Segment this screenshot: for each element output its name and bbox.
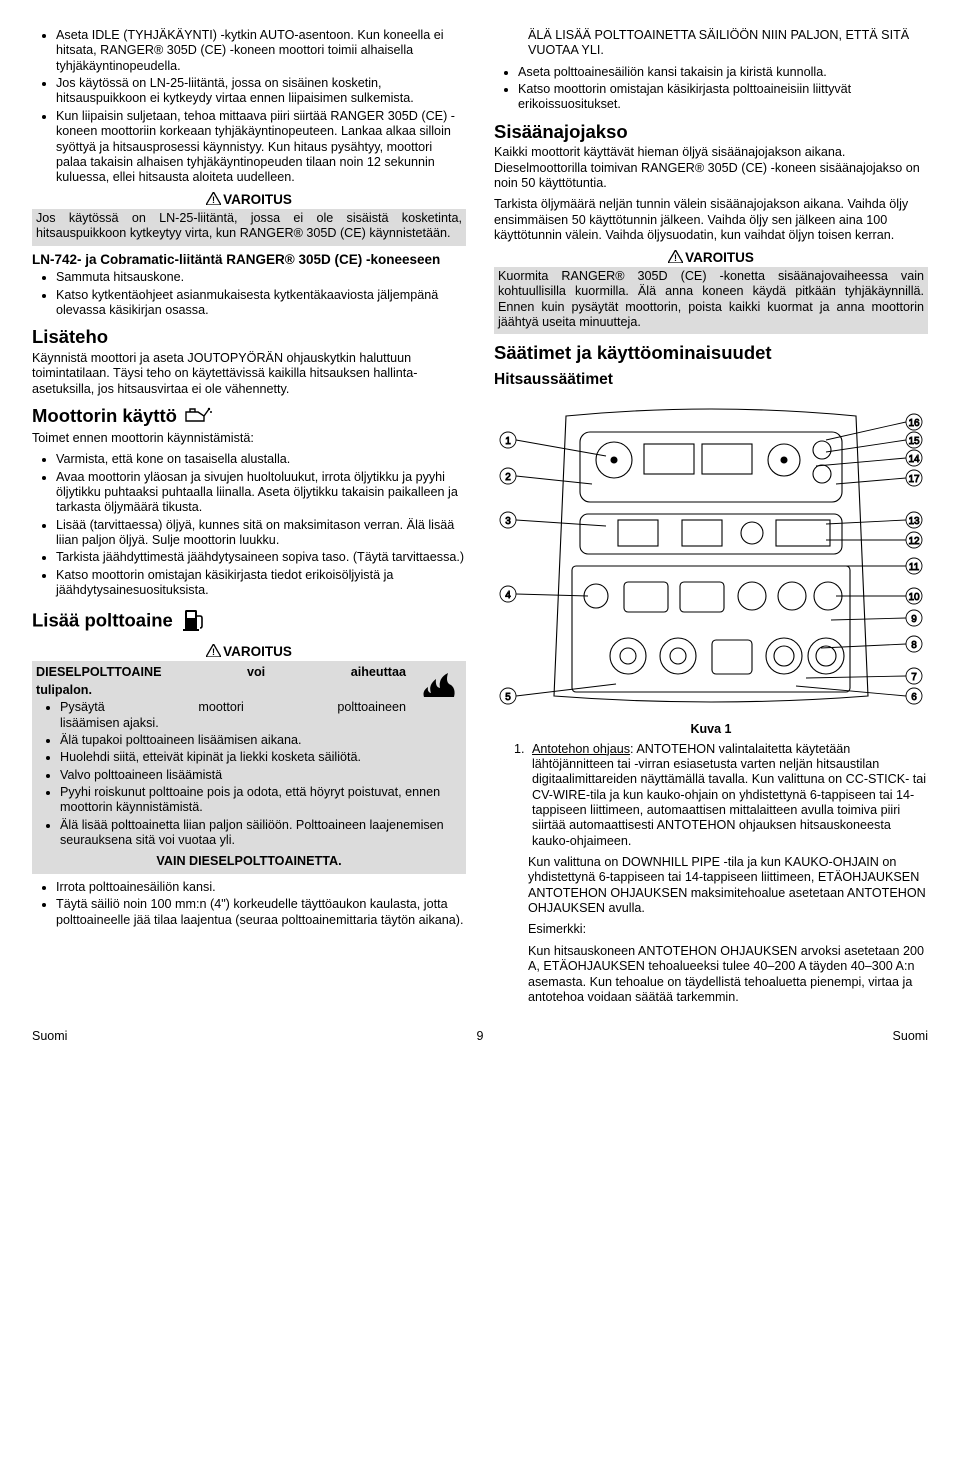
list-item: Tarkista jäähdyttimestä jäähdytysaineen … xyxy=(56,550,466,565)
heading-hitsaus: Hitsaussäätimet xyxy=(494,371,928,390)
left-column: Aseta IDLE (TYHJÄKÄYNTI) -kytkin AUTO-as… xyxy=(32,26,466,1011)
list-item: Avaa moottorin yläosan ja sivujen huolto… xyxy=(56,470,466,516)
svg-text:6: 6 xyxy=(911,692,917,703)
svg-text:12: 12 xyxy=(908,536,920,547)
bullets-5: Irrota polttoainesäiliön kansi. Täytä sä… xyxy=(32,880,466,928)
svg-text:7: 7 xyxy=(911,672,917,683)
fire-icon xyxy=(418,663,460,703)
list-item: Älä lisää polttoainetta liian paljon säi… xyxy=(60,818,462,849)
p-esimerkki-heading: Esimerkki: xyxy=(528,922,928,937)
warning-box-2: DIESELPOLTTOAINEvoiaiheuttaa tulipalon. … xyxy=(32,661,466,873)
svg-text:3: 3 xyxy=(505,516,511,527)
svg-text:!: ! xyxy=(212,195,215,205)
footer-right: Suomi xyxy=(893,1029,928,1044)
p-kun-valittuna: Kun valittuna on DOWNHILL PIPE -tila ja … xyxy=(528,855,928,916)
heading-lisateho: Lisäteho xyxy=(32,326,466,349)
right-column: ÄLÄ LISÄÄ POLTTOAINETTA SÄILIÖÖN NIIN PA… xyxy=(494,26,928,1011)
heading-ln742: LN-742- ja Cobramatic-liitäntä RANGER® 3… xyxy=(32,252,466,268)
svg-text:10: 10 xyxy=(908,592,920,603)
list-item: Aseta IDLE (TYHJÄKÄYNTI) -kytkin AUTO-as… xyxy=(56,28,466,74)
list-item: Pyyhi roiskunut polttoaine pois ja odota… xyxy=(60,785,462,816)
heading-saatimet: Säätimet ja käyttöominaisuudet xyxy=(494,342,928,365)
svg-text:14: 14 xyxy=(908,454,920,465)
list-item: Aseta polttoainesäiliön kansi takaisin j… xyxy=(518,65,928,80)
list-item: Kun liipaisin suljetaan, tehoa mittaava … xyxy=(56,109,466,186)
list-item: Katso kytkentäohjeet asianmukaisesta kyt… xyxy=(56,288,466,319)
svg-text:1: 1 xyxy=(505,436,511,447)
p-lisateho: Käynnistä moottori ja aseta JOUTOPYÖRÄN … xyxy=(32,351,466,397)
list-item: Katso moottorin omistajan käsikirjasta t… xyxy=(56,568,466,599)
warning-icon: ! xyxy=(206,644,221,661)
list-item: Sammuta hitsauskone. xyxy=(56,270,466,285)
list-item: Antotehon ohjaus: ANTOTEHON valintalaite… xyxy=(528,742,928,850)
heading-fuel: Lisää polttoaine xyxy=(32,606,466,638)
svg-text:!: ! xyxy=(212,647,215,657)
warning-label-2: ! VAROITUS xyxy=(32,644,466,661)
footer-left: Suomi xyxy=(32,1029,67,1044)
warning-box-3: Kuormita RANGER® 305D (CE) -konetta sisä… xyxy=(494,267,928,334)
list-item: Älä tupakoi polttoaineen lisäämisen aika… xyxy=(60,733,462,748)
warning-icon: ! xyxy=(206,192,221,209)
heading-moottori: Moottorin käyttö xyxy=(32,405,466,429)
svg-text:15: 15 xyxy=(908,436,920,447)
svg-text:11: 11 xyxy=(909,562,920,573)
ordered-list-1: Antotehon ohjaus: ANTOTEHON valintalaite… xyxy=(494,742,928,850)
list-item: Varmista, että kone on tasaisella alusta… xyxy=(56,452,466,467)
p-sisaan2: Tarkista öljymäärä neljän tunnin välein … xyxy=(494,197,928,243)
svg-text:13: 13 xyxy=(908,516,920,527)
list-item: Huolehdi siitä, etteivät kipinät ja liek… xyxy=(60,750,462,765)
list-item: Jos käytössä on LN-25-liitäntä, jossa on… xyxy=(56,76,466,107)
svg-text:9: 9 xyxy=(911,614,917,625)
list-item: Valvo polttoaineen lisäämistä xyxy=(60,768,462,783)
svg-text:17: 17 xyxy=(908,474,920,485)
warning-label-1: ! VAROITUS xyxy=(32,192,466,209)
list-item: Pysäytämoottoripolttoaineen lisäämisen a… xyxy=(60,700,462,731)
bullets-3: Varmista, että kone on tasaisella alusta… xyxy=(32,452,466,598)
page-footer: Suomi 9 Suomi xyxy=(32,1029,928,1044)
svg-text:5: 5 xyxy=(505,692,511,703)
svg-text:16: 16 xyxy=(908,418,920,429)
figure-caption: Kuva 1 xyxy=(494,722,928,737)
list-item: Täytä säiliö noin 100 mm:n (4") korkeude… xyxy=(56,897,466,928)
warning-icon: ! xyxy=(668,250,683,267)
list-item: Lisää (tarvittaessa) öljyä, kunnes sitä … xyxy=(56,518,466,549)
bullets-1: Aseta IDLE (TYHJÄKÄYNTI) -kytkin AUTO-as… xyxy=(32,28,466,186)
warning-box-1: Jos käytössä on LN-25-liitäntä, jossa ei… xyxy=(32,209,466,246)
footer-center: 9 xyxy=(477,1029,484,1044)
bullets-6: Aseta polttoainesäiliön kansi takaisin j… xyxy=(494,65,928,113)
warning-label-3: ! VAROITUS xyxy=(494,250,928,267)
p-sisaan1: Kaikki moottorit käyttävät hieman öljyä … xyxy=(494,145,928,191)
p-esimerkki: Kun hitsauskoneen ANTOTEHON OHJAUKSEN ar… xyxy=(528,944,928,1005)
bullets-2: Sammuta hitsauskone. Katso kytkentäohjee… xyxy=(32,270,466,318)
p-ala-lisaa: ÄLÄ LISÄÄ POLTTOAINETTA SÄILIÖÖN NIIN PA… xyxy=(528,28,928,59)
svg-text:8: 8 xyxy=(911,640,917,651)
list-item: Katso moottorin omistajan käsikirjasta p… xyxy=(518,82,928,113)
fuel-pump-icon xyxy=(183,606,205,638)
list-item: Irrota polttoainesäiliön kansi. xyxy=(56,880,466,895)
svg-text:2: 2 xyxy=(505,472,511,483)
svg-text:!: ! xyxy=(674,253,677,263)
p-moottori-intro: Toimet ennen moottorin käynnistämistä: xyxy=(32,431,466,446)
heading-sisaanajo: Sisäänajojakso xyxy=(494,121,928,144)
vain-diesel: VAIN DIESELPOLTTOAINETTA. xyxy=(156,854,341,868)
figure-1: 1 2 3 4 5 16 15 14 17 13 12 11 10 9 xyxy=(494,396,928,720)
oil-can-icon xyxy=(182,405,212,429)
svg-text:4: 4 xyxy=(505,590,511,601)
